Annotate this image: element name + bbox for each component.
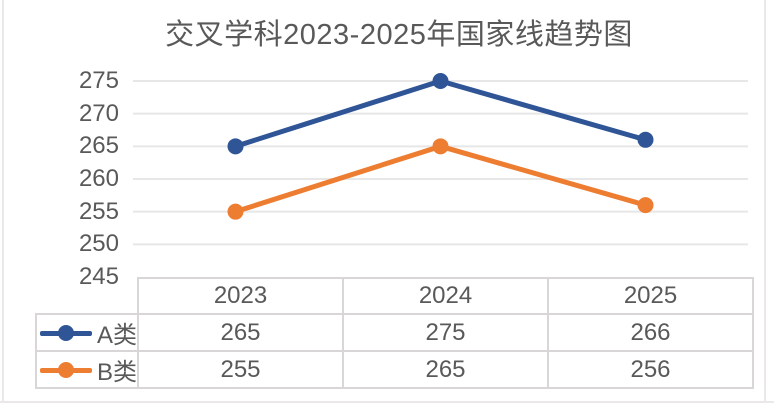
data-point-marker-A类-2023 (227, 138, 244, 155)
table-corner-cell (36, 278, 138, 314)
y-axis-tick-label: 270 (78, 99, 119, 127)
legend-cell-series-a: A类 (34, 313, 140, 352)
y-axis-tick-label: 250 (78, 230, 119, 258)
value-b-2024: 265 (342, 350, 550, 389)
series-b-label: B类 (97, 359, 138, 386)
value-b-2023: 255 (137, 350, 345, 389)
value-a-2025: 266 (547, 313, 755, 352)
year-header-2024: 2024 (342, 277, 550, 315)
value-a-2023: 265 (137, 313, 345, 352)
y-axis-tick-label: 260 (78, 165, 119, 192)
data-point-marker-B类-2023 (227, 203, 244, 220)
year-header-2025: 2025 (547, 277, 755, 315)
series-a-key-marker (58, 324, 74, 341)
table-header-row: 2023 2024 2025 (36, 277, 755, 315)
legend-cell-series-b: B类 (34, 350, 140, 389)
data-point-marker-A类-2024 (432, 73, 449, 89)
series-a-label: A类 (97, 322, 138, 349)
worksheet-gridline-right (764, 0, 766, 403)
worksheet-gridline-bottom (0, 401, 774, 403)
value-a-2024: 275 (342, 313, 550, 352)
value-b-2025: 256 (547, 350, 755, 389)
y-axis-tick-label: 265 (78, 132, 119, 160)
data-point-marker-B类-2025 (637, 197, 654, 214)
series-b-key-marker (58, 361, 74, 378)
y-axis-tick-label: 255 (78, 197, 119, 225)
chart-data-table: 2023 2024 2025 A类 265 275 266 (34, 277, 755, 389)
y-axis-tick-label: 275 (78, 67, 119, 94)
y-axis-tick-label: 245 (78, 263, 119, 290)
chart-title: 交叉学科2023-2025年国家线趋势图 (165, 19, 633, 51)
worksheet-gridline-left (2, 0, 4, 403)
y-axis: 245 250 255 260 265 270 275 (40, 0, 119, 300)
series-b-legend-key-icon (40, 361, 92, 378)
year-header-2023: 2023 (137, 277, 345, 315)
data-point-marker-A类-2025 (637, 131, 654, 148)
table-row-series-a: A类 265 275 266 (34, 313, 755, 352)
series-a-legend-key-icon (40, 324, 92, 341)
data-point-marker-B类-2024 (432, 138, 449, 155)
table-row-series-b: B类 255 265 256 (34, 350, 755, 389)
